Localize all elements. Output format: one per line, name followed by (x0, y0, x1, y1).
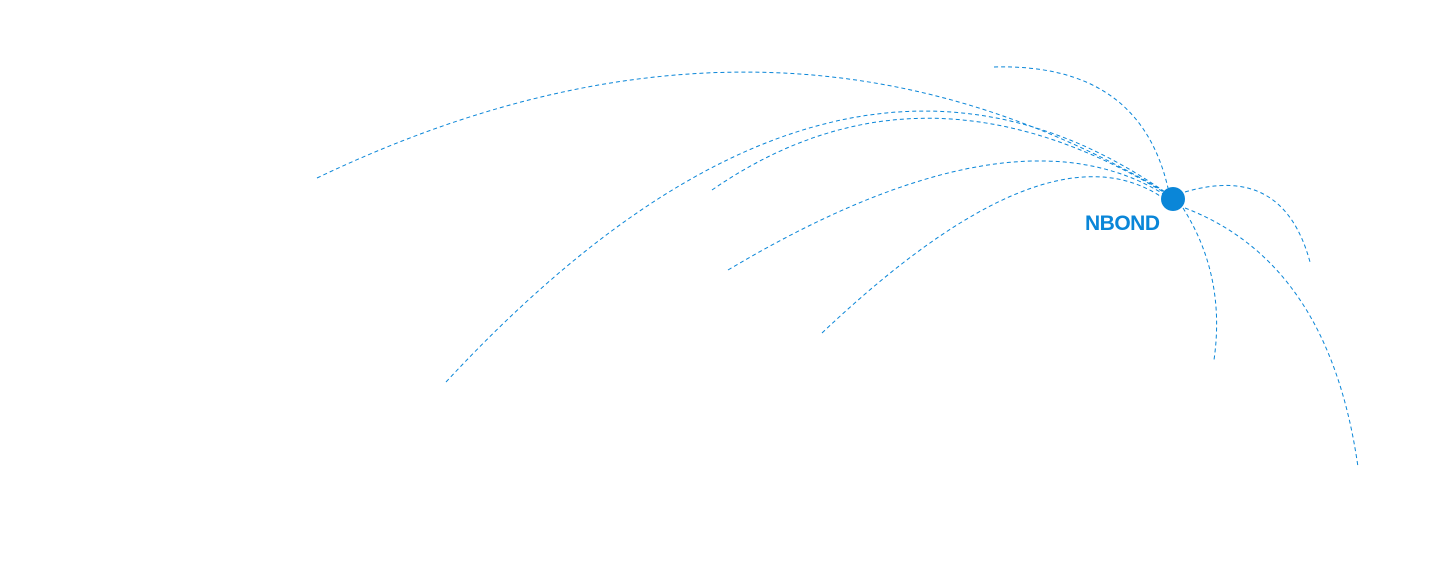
connection-arc-9 (1184, 207, 1359, 468)
hub-label: NBOND (1085, 212, 1160, 235)
connection-arcs (316, 66, 1359, 468)
connection-arc-8 (1182, 207, 1218, 361)
connection-arc-5 (821, 176, 1164, 334)
connection-arc-1 (316, 71, 1171, 196)
connection-arc-2 (445, 110, 1166, 383)
connection-arc-7 (1184, 184, 1311, 263)
connection-arc-4 (727, 160, 1166, 271)
hub-dot-icon (1161, 187, 1185, 211)
connection-arc-6 (993, 66, 1169, 189)
connection-arc-3 (711, 117, 1166, 194)
